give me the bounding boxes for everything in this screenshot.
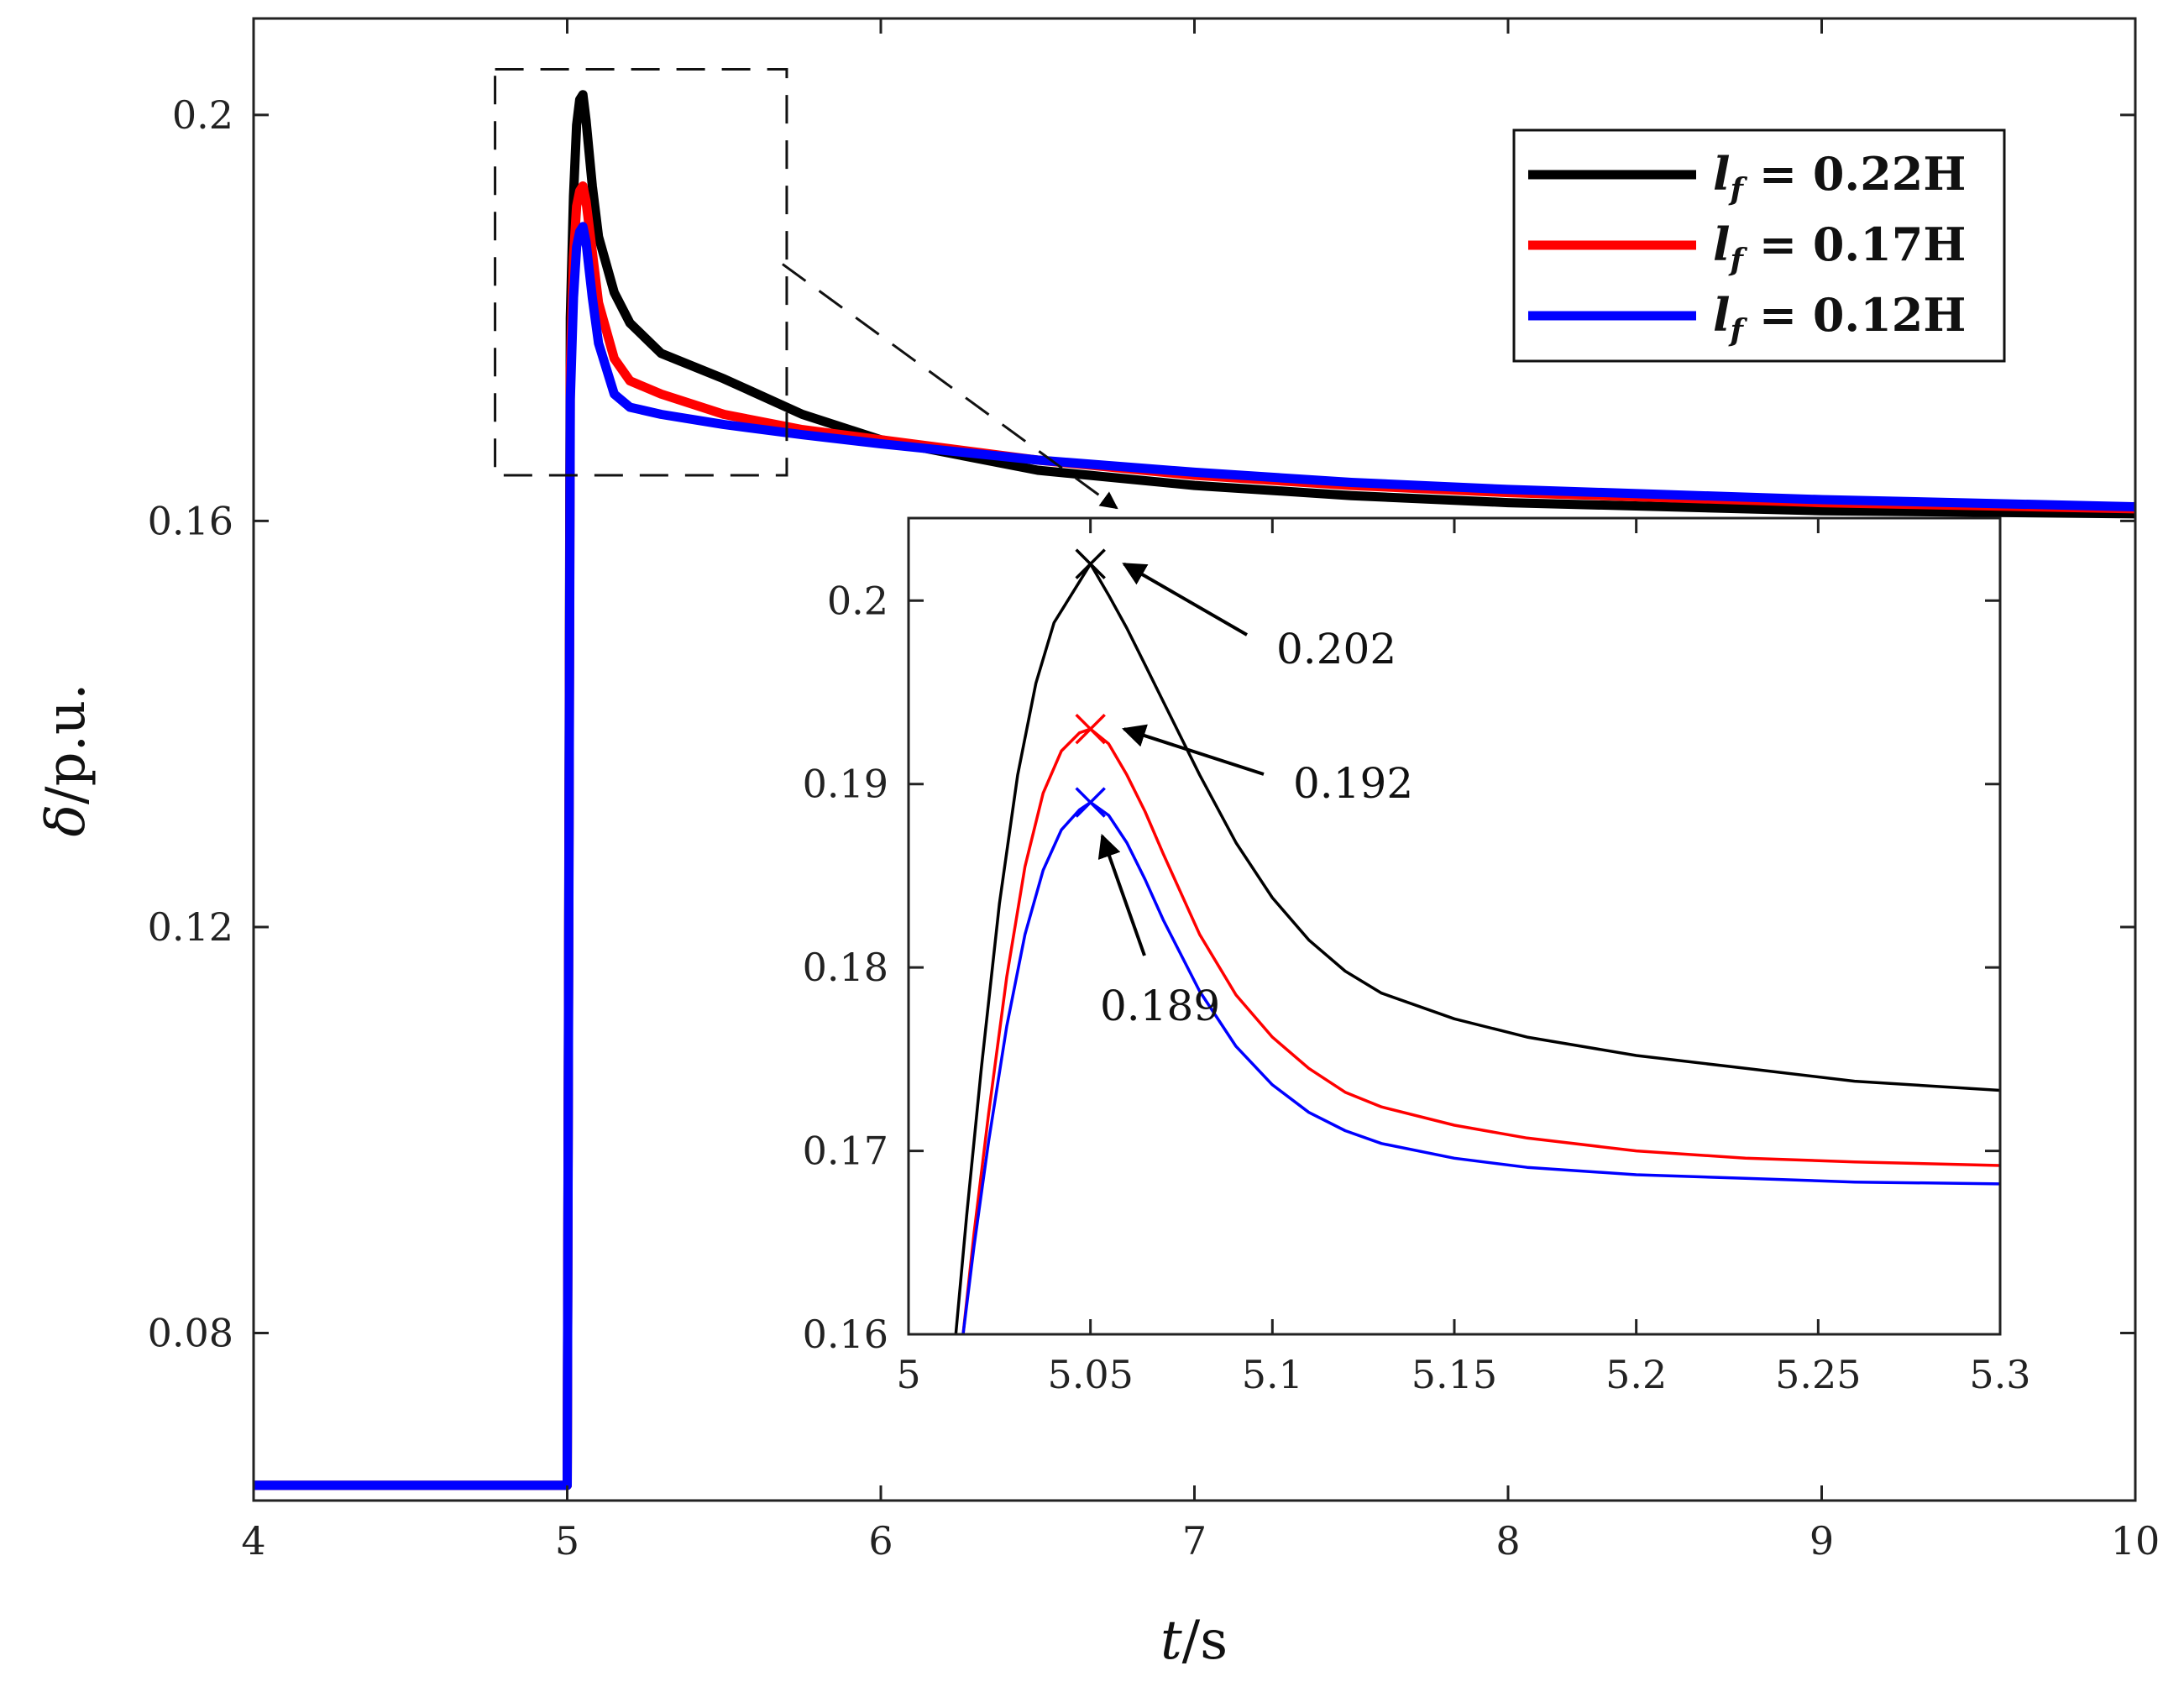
x-axis-unit: /s bbox=[1182, 1610, 1228, 1672]
inset-y-tick-label: 0.2 bbox=[827, 578, 888, 623]
main-series-group bbox=[254, 90, 2135, 1490]
inset-x-tick-label: 5.2 bbox=[1605, 1352, 1667, 1397]
peak-label-lf_012: 0.189 bbox=[1100, 982, 1220, 1030]
main-x-tick-label: 5 bbox=[555, 1518, 579, 1564]
zoom-box bbox=[494, 67, 788, 477]
peak-arrow-lf_017 bbox=[1122, 724, 1265, 776]
legend: lf = 0.22H lf = 0.17H lf = 0.12H bbox=[1512, 128, 2006, 363]
x-axis-var: t bbox=[1160, 1610, 1182, 1672]
main-y-tick-label: 0.08 bbox=[148, 1311, 233, 1356]
inset-series-lf_017 bbox=[961, 727, 2000, 1334]
peak-arrow-lf_012 bbox=[1097, 833, 1146, 956]
inset-x-tick-label: 5.25 bbox=[1775, 1352, 1861, 1397]
main-x-tick-label: 10 bbox=[2111, 1518, 2160, 1564]
y-axis-unit: /p.u. bbox=[35, 684, 97, 804]
inset-y-tick-label: 0.17 bbox=[803, 1129, 888, 1174]
main-ticks-group: 4 5 6 7 8 9 10 0.08 0.12 0.16 0.2 bbox=[148, 18, 2160, 1564]
inset-x-tick-label: 5 bbox=[896, 1352, 920, 1397]
main-x-tick-label: 6 bbox=[868, 1518, 893, 1564]
main-series-lf_012 bbox=[254, 222, 2135, 1490]
peak-marker-lf_017 bbox=[1075, 713, 1106, 745]
legend-label-lf-012: lf = 0.12H bbox=[1713, 288, 1966, 348]
y-axis-title: δ/p.u. bbox=[35, 684, 97, 837]
peak-marker-lf_022 bbox=[1075, 548, 1106, 579]
inset-x-tick-label: 5.1 bbox=[1242, 1352, 1303, 1397]
main-y-tick-label: 0.16 bbox=[148, 498, 233, 543]
inset-series-lf_012 bbox=[961, 800, 2000, 1334]
peak-arrow-lf_022 bbox=[1122, 562, 1248, 636]
inset-annotations-group: 0.202 0.192 0.189 bbox=[1075, 548, 1413, 1030]
legend-label-lf-022: lf = 0.22H bbox=[1713, 147, 1966, 207]
zoom-indicator-group bbox=[494, 67, 1118, 510]
peak-marker-lf_012 bbox=[1075, 787, 1106, 818]
inset-series-lf_022 bbox=[954, 562, 2000, 1334]
peak-label-lf_017: 0.192 bbox=[1293, 759, 1413, 808]
inset-y-tick-label: 0.18 bbox=[803, 945, 888, 990]
main-series-lf_022 bbox=[254, 90, 2135, 1490]
main-x-tick-label: 9 bbox=[1810, 1518, 1834, 1564]
legend-label-lf-017: lf = 0.17H bbox=[1713, 217, 1966, 278]
main-x-tick-label: 4 bbox=[241, 1518, 265, 1564]
y-axis-var: δ bbox=[35, 804, 97, 837]
main-x-tick-label: 8 bbox=[1495, 1518, 1520, 1564]
inset-y-tick-label: 0.19 bbox=[803, 762, 888, 807]
main-y-tick-label: 0.2 bbox=[172, 92, 233, 138]
inset-y-tick-label: 0.16 bbox=[803, 1312, 888, 1357]
inset-x-tick-label: 5.05 bbox=[1047, 1352, 1133, 1397]
inset-series-group bbox=[954, 562, 2000, 1334]
main-x-tick-label: 7 bbox=[1182, 1518, 1207, 1564]
inset-plot-area bbox=[909, 518, 2000, 1334]
inset-x-tick-label: 5.15 bbox=[1411, 1352, 1497, 1397]
main-y-tick-label: 0.12 bbox=[148, 904, 233, 950]
zoom-pointer-line bbox=[782, 263, 1118, 510]
inset-x-tick-label: 5.3 bbox=[1969, 1352, 2030, 1397]
inset-ticks-group: 5 5.05 5.1 5.15 5.2 5.25 5.3 0.16 0.17 0.18 0.19 0.… bbox=[803, 518, 2031, 1397]
peak-label-lf_022: 0.202 bbox=[1276, 625, 1396, 673]
x-axis-title: t/s bbox=[1160, 1610, 1228, 1672]
